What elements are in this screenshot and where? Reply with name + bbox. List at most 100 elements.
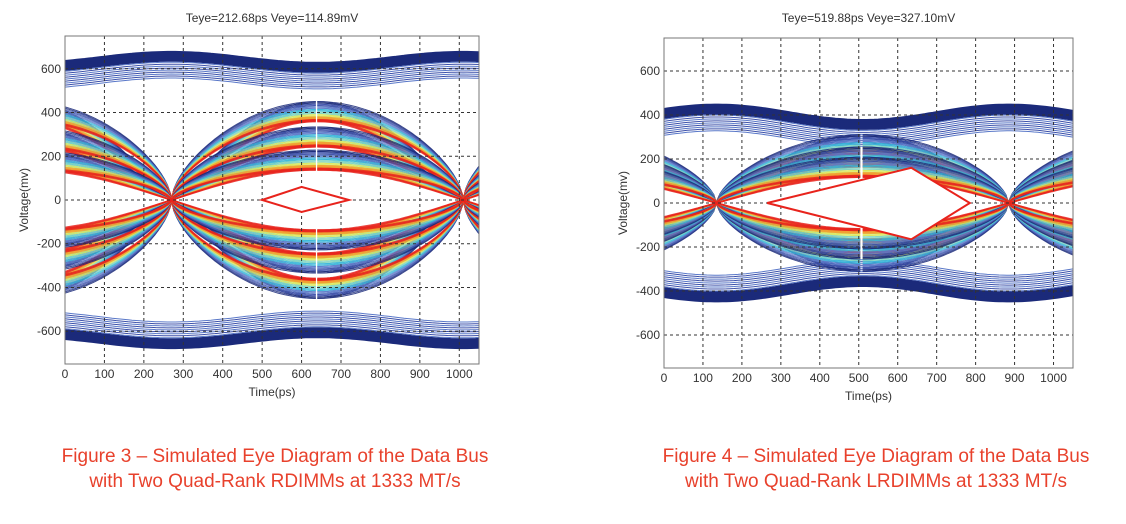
transition-trace [65,168,316,229]
rail-trace [664,103,1073,122]
figure-3-caption: Figure 3 – Simulated Eye Diagram of the … [15,444,535,494]
x-tick-label: 800 [370,367,390,381]
eye-mask [258,185,353,214]
x-tick-label: 100 [693,371,713,385]
x-tick-label: 0 [62,367,69,381]
rail-trace [664,278,1073,297]
transition-trace [65,168,316,230]
rail-trace [65,324,479,337]
rail-trace [664,118,1073,135]
rail-trace [65,316,479,329]
rail-trace [65,320,479,333]
contour-traces [65,50,479,350]
y-tick-label: 400 [41,106,61,120]
rail-trace [664,267,1073,284]
x-tick-label: 600 [888,371,908,385]
rail-trace [65,322,479,335]
rail-trace [65,73,479,86]
x-tick-label: 300 [771,371,791,385]
x-tick-label: 400 [213,367,233,381]
x-tick-label: 700 [331,367,351,381]
x-tick-label: 300 [173,367,193,381]
chart-title: Teye=212.68ps Veye=114.89mV [186,11,359,25]
caption-line-2: with Two Quad-Rank LRDIMMs at 1333 MT/s [685,471,1067,492]
rail-trace [65,310,479,323]
rail-trace [664,105,1073,124]
rail-trace [664,276,1073,295]
rail-trace [664,111,1073,130]
y-tick-label: -200 [37,237,61,251]
transition-trace [317,168,479,212]
rail-trace [65,326,479,339]
x-tick-label: 900 [1005,371,1025,385]
rail-trace [664,271,1073,288]
rail-trace [65,65,479,78]
rail-trace [65,77,479,90]
y-axis-label: Voltage(mv) [17,168,31,232]
x-tick-label: 700 [927,371,947,385]
x-tick-label: 500 [849,371,869,385]
y-tick-label: -600 [37,324,61,338]
x-tick-label: 200 [732,371,752,385]
rail-trace [664,130,1073,147]
rail-trace [65,63,479,76]
rail-trace [65,67,479,80]
rail-trace [664,109,1073,128]
rail-trace [65,335,479,350]
rail-trace [65,52,479,67]
chart-title: Teye=519.88ps Veye=327.10mV [782,11,955,25]
rail-trace [65,50,479,65]
plot-frame [64,35,480,365]
eye-diagram-chart-2: Teye=519.88ps Veye=327.10mV 0 100 200 300 400… [616,11,1074,403]
rail-trace [664,259,1073,276]
rail-trace [664,284,1073,303]
rail-trace [664,273,1073,290]
x-tick-label: 900 [410,367,430,381]
x-axis-label: Time(ps) [845,389,892,403]
y-tick-label: 0 [653,196,660,210]
rail-trace [65,318,479,331]
plot-frame [663,37,1074,369]
rail-trace [65,54,479,69]
y-tick-label: 600 [640,64,660,78]
x-axis-label: Time(ps) [249,385,296,399]
x-tick-label: 1000 [1040,371,1067,385]
caption-line-1: Figure 3 – Simulated Eye Diagram of the … [61,446,489,467]
figure-4-caption: Figure 4 – Simulated Eye Diagram of the … [616,444,1126,494]
rail-trace [65,75,479,88]
x-tick-label: 800 [966,371,986,385]
caption-line-1: Figure 4 – Simulated Eye Diagram of the … [662,446,1090,467]
rail-trace [65,329,479,344]
figure-4-eye-diagram: Teye=519.88ps Veye=327.10mV 0 100 200 300 400… [600,0,1126,410]
transition-trace [65,170,316,232]
eye-mask [766,166,972,241]
rail-trace [65,56,479,71]
transition-trace [664,176,861,218]
y-tick-label: -400 [37,280,61,294]
y-tick-label: 600 [41,62,61,76]
rail-trace [65,71,479,84]
rail-trace [664,263,1073,280]
y-tick-label: 0 [54,193,61,207]
transition-trace [317,188,479,232]
rail-trace [664,282,1073,301]
rail-trace [65,314,479,327]
x-tick-label: 400 [810,371,830,385]
x-tick-label: 1000 [446,367,473,381]
y-tick-label: 400 [640,108,660,122]
rail-trace [65,69,479,82]
rail-trace [65,331,479,346]
x-tick-label: 600 [292,367,312,381]
rail-trace [65,312,479,325]
rail-trace [664,116,1073,133]
rail-trace [664,279,1073,299]
y-tick-label: 200 [640,152,660,166]
y-tick-label: -400 [636,284,660,298]
rail-trace [664,107,1073,127]
rail-trace [664,126,1073,143]
rail-trace [664,122,1073,139]
y-tick-label: 200 [41,149,61,163]
caption-line-2: with Two Quad-Rank RDIMMs at 1333 MT/s [89,471,461,492]
eye-diagram-chart-1: Teye=212.68ps Veye=114.89mV 0 100 200 300 400… [17,11,480,399]
x-tick-label: 200 [134,367,154,381]
